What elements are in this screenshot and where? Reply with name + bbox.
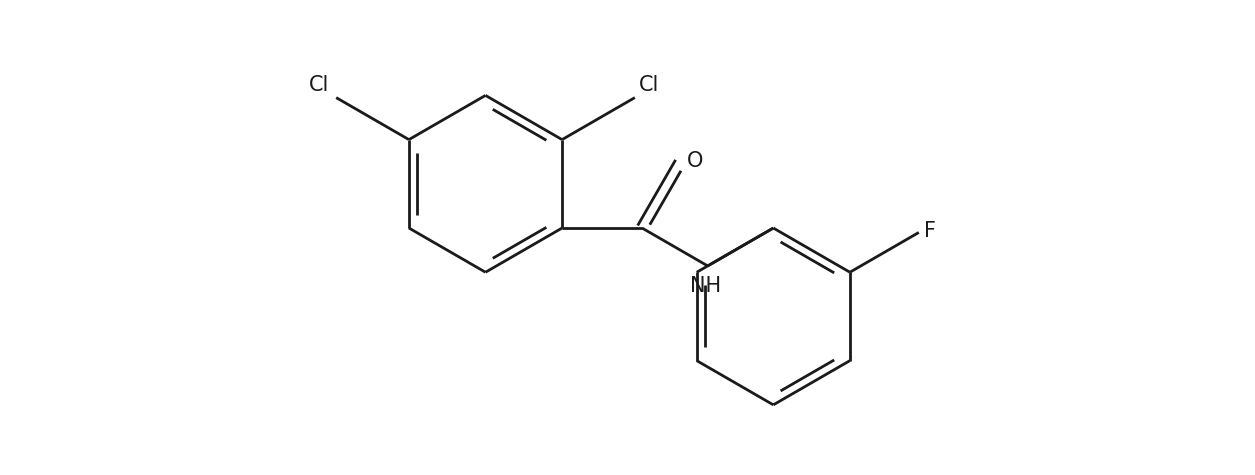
Text: Cl: Cl (639, 75, 659, 95)
Text: F: F (924, 221, 936, 241)
Text: Cl: Cl (309, 75, 330, 95)
Text: NH: NH (690, 276, 722, 296)
Text: O: O (686, 151, 703, 171)
